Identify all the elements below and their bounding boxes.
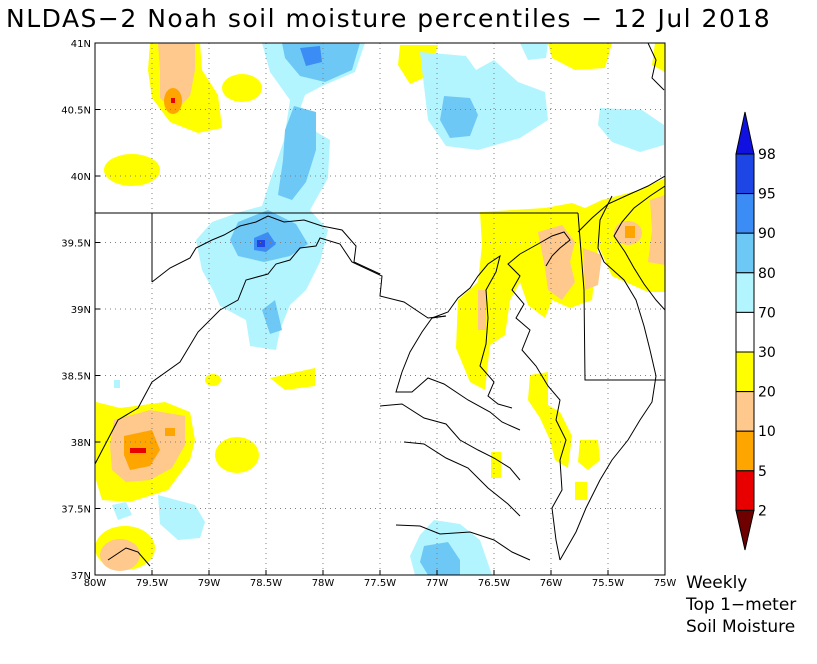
delaware-bay-east [559, 195, 657, 561]
moisture-fields [95, 43, 665, 575]
y-tick-label: 37.5N [61, 505, 91, 516]
y-tick-label: 37N [71, 571, 91, 582]
legend-label: 80 [758, 266, 776, 282]
boundaries [95, 43, 665, 567]
wv-va-border [95, 237, 447, 465]
legend-swatch [735, 193, 755, 234]
y-tick-label: 40.5N [61, 106, 91, 117]
va-nc-border-detail [107, 547, 151, 567]
legend-swatch [735, 391, 755, 432]
caption-line-3: Soil Moisture [686, 617, 796, 637]
legend-swatch [735, 232, 755, 274]
regions-2-5 [130, 98, 175, 453]
james-shore [395, 524, 531, 561]
x-tick-label: 79W [198, 578, 221, 589]
regions-95-98 [257, 240, 265, 247]
x-tick-label: 77.5W [364, 578, 396, 589]
y-tick-label: 39.5N [61, 239, 91, 250]
caption-line-1: Weekly [686, 573, 748, 593]
delaware-border [577, 212, 665, 381]
x-tick-label: 77W [426, 578, 449, 589]
legend-label: 95 [758, 187, 776, 203]
x-tick-label: 75W [654, 578, 677, 589]
map-caption: Weekly Top 1−meter Soil Moisture [686, 572, 796, 638]
legend-label: 10 [758, 424, 776, 440]
legend-swatch [735, 272, 755, 313]
y-tick-label: 38.5N [61, 372, 91, 383]
x-tick-label: 79.5W [136, 578, 168, 589]
legend-label: 20 [758, 385, 776, 401]
regions-20-30 [95, 43, 665, 570]
chesapeake-west [431, 254, 513, 409]
eastern-shore-inlets [519, 231, 571, 267]
legend-label: 30 [758, 345, 776, 361]
legend-label: 2 [758, 503, 767, 519]
delaware-bay-west [577, 175, 665, 233]
legend-label: 70 [758, 305, 776, 321]
x-tick-label: 78.5W [250, 578, 282, 589]
y-tick-label: 41N [71, 39, 91, 50]
y-tick-label: 39N [71, 305, 91, 316]
legend-label: 5 [758, 464, 767, 480]
york-shore [403, 441, 521, 517]
potomac-estuary [395, 315, 521, 431]
legend-swatch [735, 311, 755, 353]
potomac-river [151, 215, 381, 283]
legend-triangle-bottom [735, 509, 755, 551]
legend-triangle-top [735, 111, 755, 155]
legend-label: 90 [758, 226, 776, 242]
map-title: NLDAS−2 Noah soil moisture percentiles −… [6, 4, 772, 33]
legend-swatch [735, 351, 755, 393]
caption-line-2: Top 1−meter [686, 595, 797, 615]
nj-shore [613, 185, 665, 311]
x-tick-label: 75.5W [592, 578, 624, 589]
x-tick-label: 76.5W [478, 578, 510, 589]
legend-swatch [735, 470, 755, 511]
colorbar-legend: 98 95 90 80 70 30 20 10 5 2 [735, 111, 776, 551]
chesapeake-east [507, 253, 567, 561]
legend-swatch [735, 153, 755, 195]
x-tick-label: 76W [540, 578, 563, 589]
x-tick-label: 78W [312, 578, 335, 589]
nj-ny-border [647, 43, 665, 91]
y-axis-ticks: 41N 40.5N 40N 39.5N 39N 38.5N 38N 37.5N 37N [61, 39, 100, 582]
y-tick-label: 38N [71, 438, 91, 449]
map-grid [95, 43, 665, 575]
regions-80-90 [230, 43, 478, 575]
y-tick-label: 40N [71, 172, 91, 183]
x-axis-ticks: 80W 79.5W 79W 78.5W 78W 77.5W 77W 76.5W 76W 75.5W… [84, 570, 677, 589]
legend-swatch [735, 430, 755, 472]
rappahannock-shore [379, 403, 521, 481]
x-tick-label: 80W [84, 578, 107, 589]
legend-label: 98 [758, 147, 776, 163]
